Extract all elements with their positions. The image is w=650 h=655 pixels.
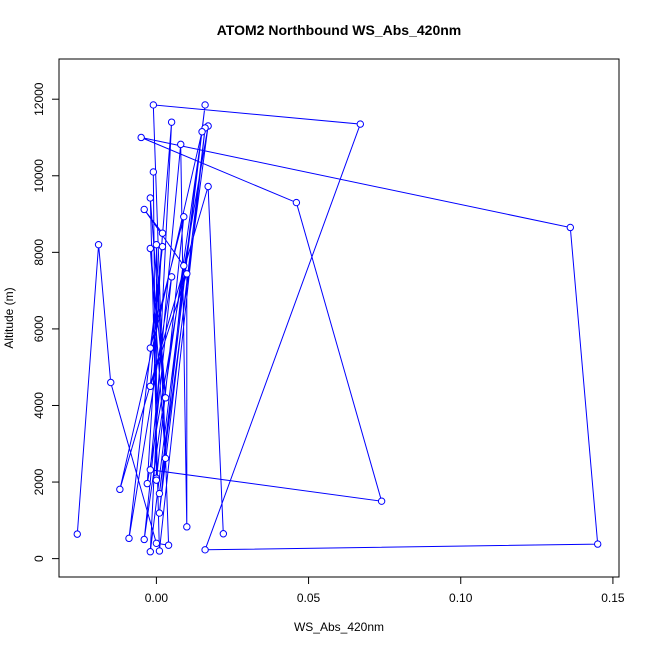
data-point: [146, 548, 155, 556]
y-tick-label: 12000: [32, 82, 46, 116]
y-tick-label: 2000: [32, 468, 46, 495]
data-point: [158, 229, 167, 237]
data-point: [152, 240, 161, 249]
data-point: [152, 476, 161, 484]
data-point: [292, 198, 301, 207]
series-line: [76, 104, 599, 552]
data-point: [183, 523, 191, 531]
data-point: [198, 128, 206, 136]
y-tick-label: 10000: [32, 159, 46, 193]
data-point: [146, 244, 155, 253]
x-tick-label: 0.00: [145, 591, 169, 605]
data-point: [146, 466, 155, 474]
data-point: [356, 120, 365, 128]
data-point: [146, 382, 155, 391]
x-tick-label: 0.05: [297, 591, 321, 605]
data-point: [155, 547, 164, 555]
data-point: [161, 394, 170, 402]
data-point: [137, 133, 145, 142]
data-point: [152, 539, 161, 548]
y-axis: 0 2000 4000 6000 8000 10000 12000: [32, 82, 60, 562]
y-tick-label: 6000: [32, 315, 46, 342]
data-point: [180, 262, 188, 270]
y-tick-label: 4000: [32, 392, 46, 419]
data-point: [158, 242, 167, 251]
data-point: [201, 101, 209, 109]
y-axis-label: Altitude (m): [2, 287, 16, 348]
data-point: [155, 509, 164, 517]
y-tick-label: 0: [32, 555, 46, 562]
data-point: [183, 270, 191, 278]
x-axis: 0.00 0.05 0.10 0.15: [145, 576, 625, 605]
data-point: [149, 101, 158, 109]
data-point: [140, 535, 148, 544]
y-tick-label: 8000: [32, 239, 46, 266]
data-point: [140, 205, 148, 214]
data-point: [125, 534, 133, 543]
data-point: [167, 118, 176, 126]
x-tick-label: 0.15: [601, 591, 625, 605]
data-point: [167, 273, 176, 281]
data-point: [161, 454, 170, 463]
data-point: [146, 194, 155, 202]
data-point: [219, 530, 228, 538]
data-point: [143, 479, 151, 488]
data-point: [155, 489, 164, 498]
data-point: [204, 182, 212, 191]
data-point: [107, 378, 115, 387]
data-point: [94, 240, 103, 249]
data-point: [116, 485, 124, 494]
x-tick-label: 0.10: [449, 591, 473, 605]
data-point: [73, 530, 81, 538]
chart-title: ATOM2 Northbound WS_Abs_420nm: [217, 22, 462, 38]
series-layer: [73, 101, 602, 556]
data-point: [146, 344, 155, 352]
x-axis-label: WS_Abs_420nm: [294, 620, 384, 634]
data-point: [201, 546, 209, 554]
data-point: [593, 540, 602, 548]
data-point: [377, 497, 386, 505]
data-point: [180, 213, 188, 221]
data-point: [566, 223, 575, 232]
data-point: [149, 168, 158, 176]
data-point: [164, 541, 173, 549]
data-point: [177, 140, 185, 149]
